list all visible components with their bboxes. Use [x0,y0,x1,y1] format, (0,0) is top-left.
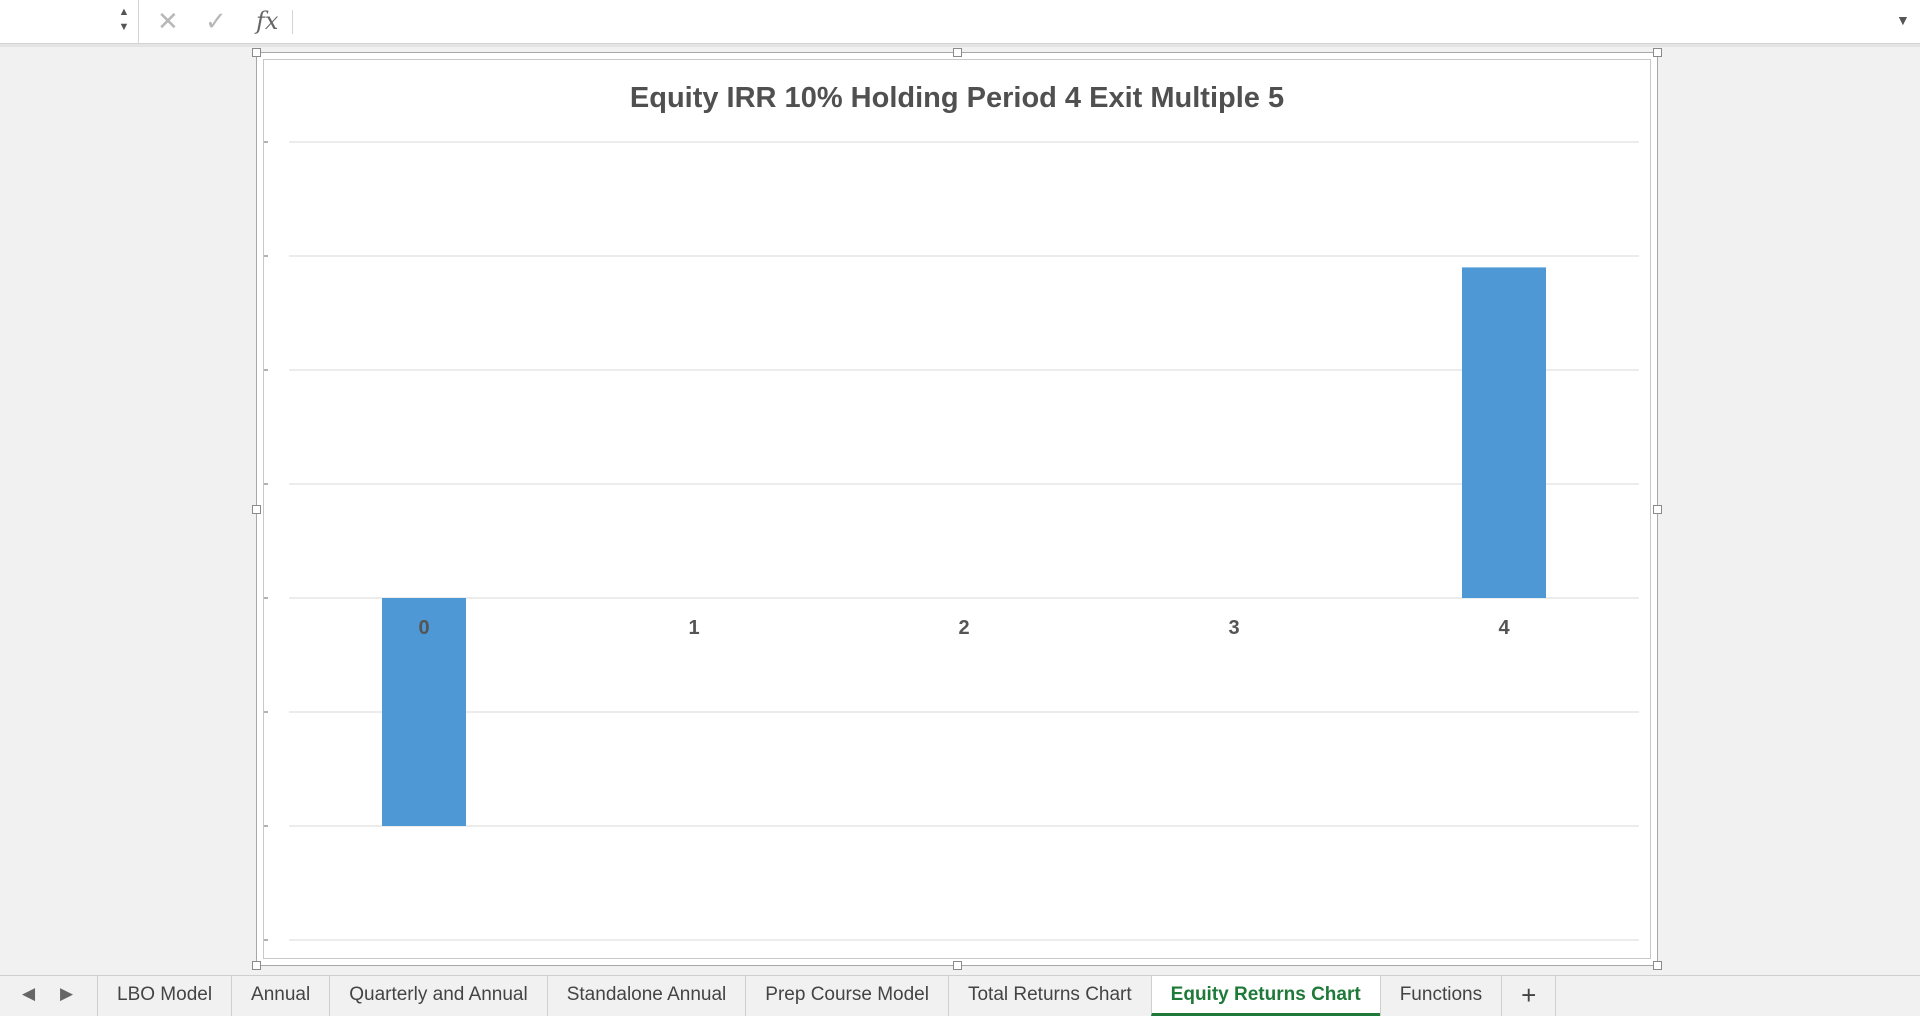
tab-functions[interactable]: Functions [1379,976,1501,1016]
sheet-tab-bar: ◀ ▶ LBO Model Annual Quarterly and Annua… [0,975,1920,1016]
x-tick-label: 3 [1228,617,1239,639]
insert-function-icon[interactable]: fx [256,7,279,35]
tab-standalone-annual[interactable]: Standalone Annual [546,976,746,1016]
formula-bar: ▲ ▼ ✕ ✓ fx ▼ [0,0,1920,44]
resize-handle-right[interactable] [1653,505,1662,514]
name-box-spinner[interactable]: ▲ ▼ [116,5,132,39]
x-tick-label: 2 [958,617,969,639]
spin-up-icon[interactable]: ▲ [118,6,130,18]
formula-bar-divider [292,10,293,34]
tab-prep-course-model[interactable]: Prep Course Model [745,976,948,1016]
x-tick-label: 4 [1498,617,1510,639]
resize-handle-top-left[interactable] [252,48,261,57]
enter-icon[interactable]: ✓ [205,6,227,36]
name-box[interactable]: ▲ ▼ [0,0,139,43]
previous-sheet-icon[interactable]: ◀ [22,984,36,1003]
resize-handle-left[interactable] [252,505,261,514]
tab-quarterly-and-annual[interactable]: Quarterly and Annual [329,976,547,1016]
resize-handle-bottom-right[interactable] [1653,961,1662,970]
plot-area[interactable]: 0 1 2 3 4 [264,60,1652,960]
expand-formula-icon[interactable]: ▼ [1896,12,1910,28]
chart-area[interactable]: 0 1 2 3 4 Equity IRR 10% Holding Period 4 Ex… [263,59,1651,959]
x-tick-label: 0 [418,617,429,639]
cancel-icon[interactable]: ✕ [157,6,179,36]
tab-lbo-model[interactable]: LBO Model [97,976,231,1016]
chart-bar [382,598,466,826]
chart-bar [1462,267,1546,598]
tab-total-returns-chart[interactable]: Total Returns Chart [947,976,1151,1016]
spin-down-icon[interactable]: ▼ [118,21,130,33]
next-sheet-icon[interactable]: ▶ [60,984,74,1003]
chart-object[interactable]: 0 1 2 3 4 Equity IRR 10% Holding Period 4 Ex… [252,48,1662,970]
formula-input[interactable] [300,4,1884,42]
x-tick-label: 1 [688,617,699,639]
resize-handle-bottom-left[interactable] [252,961,261,970]
sheet-tabs: LBO Model Annual Quarterly and Annual St… [97,976,1557,1016]
formula-bar-shadow [0,44,1920,47]
add-sheet-button[interactable]: + [1501,976,1557,1016]
resize-handle-top[interactable] [953,48,962,57]
resize-handle-top-right[interactable] [1653,48,1662,57]
tab-annual[interactable]: Annual [231,976,329,1016]
tab-equity-returns-chart[interactable]: Equity Returns Chart [1150,976,1380,1016]
chart-title[interactable]: Equity IRR 10% Holding Period 4 Exit Mul… [629,82,1285,114]
resize-handle-bottom[interactable] [953,961,962,970]
